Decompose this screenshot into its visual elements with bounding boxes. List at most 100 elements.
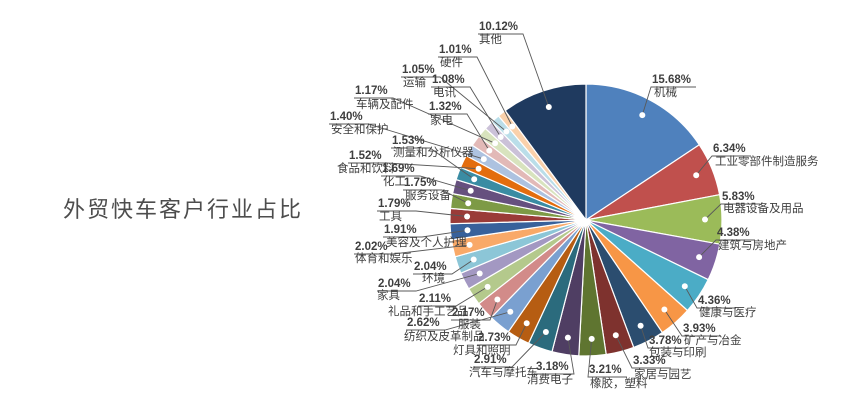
leader-dot bbox=[637, 322, 644, 329]
leader-line bbox=[451, 299, 498, 321]
leader-line bbox=[431, 86, 502, 138]
leader-line bbox=[664, 309, 721, 337]
slice-percent-label: 2.73% bbox=[478, 332, 511, 344]
leader-dot bbox=[464, 213, 471, 220]
slice-name-label: 电器设备及用品 bbox=[723, 203, 804, 215]
slice-percent-label: 1.52% bbox=[349, 150, 382, 162]
slice-percent-label: 2.04% bbox=[378, 278, 411, 290]
leader-line bbox=[354, 244, 470, 255]
leader-dot bbox=[661, 306, 668, 313]
leader-line bbox=[391, 147, 475, 180]
leader-line bbox=[698, 239, 755, 258]
slice-name-label: 美容及个人护理 bbox=[386, 237, 467, 249]
leader-dot bbox=[476, 270, 483, 277]
slice-percent-label: 2.04% bbox=[414, 261, 447, 273]
leader-line bbox=[329, 123, 484, 160]
leader-line bbox=[377, 273, 480, 292]
slice-percent-label: 2.91% bbox=[474, 354, 507, 366]
slice-name-label: 工具 bbox=[379, 211, 402, 223]
leader-line bbox=[473, 331, 547, 368]
leader-dot bbox=[588, 335, 595, 342]
leader-dot bbox=[464, 227, 471, 234]
leader-dot bbox=[480, 156, 487, 163]
slice-percent-label: 10.12% bbox=[479, 21, 519, 33]
slice-percent-label: 15.68% bbox=[652, 74, 692, 86]
leader-dot bbox=[475, 165, 482, 172]
slice-name-label: 健康与医疗 bbox=[699, 307, 757, 319]
slice-percent-label: 3.78% bbox=[649, 335, 682, 347]
slice-name-label: 体育和娱乐 bbox=[355, 253, 413, 265]
leader-line bbox=[381, 175, 471, 192]
leader-line bbox=[406, 311, 511, 331]
slice-name-label: 橡胶，塑料 bbox=[590, 378, 648, 390]
leader-dot bbox=[497, 134, 504, 140]
slice-name-label: 安全和保护 bbox=[331, 124, 389, 136]
leader-line bbox=[383, 229, 468, 238]
leader-dot bbox=[471, 176, 478, 183]
leader-dot bbox=[465, 200, 472, 207]
leader-line bbox=[704, 203, 760, 220]
leader-dot bbox=[696, 254, 703, 261]
leader-line bbox=[615, 335, 671, 369]
leader-dot bbox=[509, 123, 516, 130]
slice-name-label: 其他 bbox=[479, 34, 502, 46]
leader-line bbox=[348, 162, 479, 170]
slice-percent-label: 1.75% bbox=[404, 177, 437, 189]
slice-percent-label: 3.21% bbox=[589, 364, 622, 376]
leader-dot bbox=[681, 283, 688, 290]
leader-line bbox=[413, 259, 474, 275]
leader-line bbox=[684, 286, 736, 309]
slice-name-label: 测量和分析仪器 bbox=[393, 147, 474, 159]
slice-percent-label: 1.53% bbox=[392, 135, 425, 147]
slice-name-label: 矿产与冶金 bbox=[684, 335, 742, 347]
slice-name-label: 硬件 bbox=[440, 57, 463, 69]
leader-line bbox=[403, 189, 469, 204]
leader-dot bbox=[564, 334, 571, 341]
leader-dot bbox=[542, 329, 549, 335]
slice-percent-label: 1.91% bbox=[384, 224, 417, 236]
leader-line bbox=[695, 155, 751, 176]
slice-percent-label: 1.17% bbox=[355, 85, 388, 97]
slice-percent-label: 1.08% bbox=[432, 74, 465, 86]
slice-name-label: 电讯 bbox=[433, 87, 456, 99]
leader-dot bbox=[467, 187, 474, 194]
leader-line bbox=[640, 325, 687, 349]
slice-name-label: 建筑与房地产 bbox=[718, 240, 787, 252]
slice-name-label: 家具 bbox=[377, 290, 400, 302]
leader-line bbox=[354, 97, 496, 144]
slice-name-label: 机械 bbox=[654, 87, 677, 99]
slice-percent-label: 3.18% bbox=[536, 361, 569, 373]
slice-percent-label: 1.01% bbox=[439, 44, 472, 56]
slice-percent-label: 2.62% bbox=[407, 317, 440, 329]
slice-name-label: 运输 bbox=[403, 77, 426, 89]
slice-name-label: 服务设备 bbox=[405, 190, 451, 202]
leader-line bbox=[401, 76, 507, 132]
leader-dot bbox=[486, 147, 493, 154]
slice-name-label: 环境 bbox=[422, 273, 445, 285]
slice-name-label: 车辆及配件 bbox=[356, 99, 414, 111]
slice-name-label: 灯具和照明 bbox=[453, 345, 511, 357]
leader-line bbox=[641, 86, 696, 116]
pie-slice-1 bbox=[585, 83, 701, 222]
leader-line bbox=[478, 33, 550, 108]
slice-name-label: 汽车与摩托车 bbox=[469, 367, 538, 379]
leader-line bbox=[587, 338, 627, 378]
slice-name-label: 家居与园艺 bbox=[634, 369, 692, 381]
leader-dot bbox=[507, 308, 514, 315]
slice-name-label: 服装 bbox=[458, 319, 481, 331]
leader-dot bbox=[523, 320, 530, 327]
leader-dot bbox=[492, 140, 499, 147]
slice-percent-label: 2.02% bbox=[355, 241, 388, 253]
slice-percent-label: 2.11% bbox=[419, 293, 451, 305]
leader-line bbox=[477, 323, 528, 346]
leader-dot bbox=[612, 332, 619, 339]
slice-percent-label: 1.05% bbox=[402, 64, 435, 76]
leader-dot bbox=[693, 172, 700, 179]
leader-line bbox=[418, 286, 488, 307]
slice-name-label: 食品和饮料 bbox=[337, 163, 395, 175]
slice-percent-label: 4.36% bbox=[698, 295, 731, 307]
leader-dot bbox=[503, 128, 510, 135]
slice-name-label: 消费电子 bbox=[527, 374, 573, 386]
